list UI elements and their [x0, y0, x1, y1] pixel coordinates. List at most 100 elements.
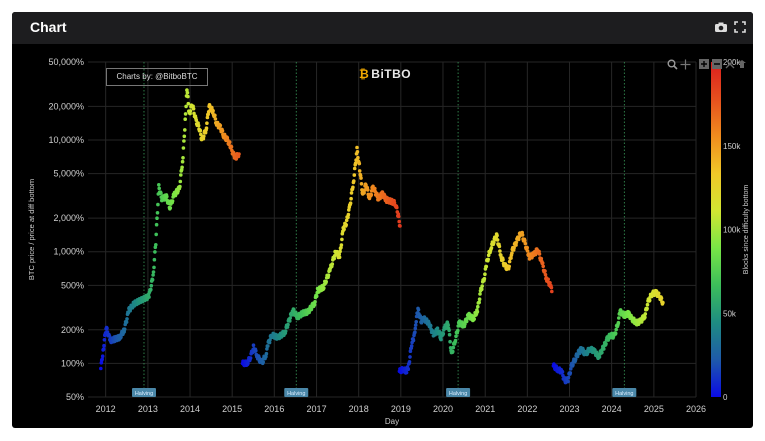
data-point [356, 155, 360, 160]
data-point [510, 251, 514, 255]
data-point [497, 244, 502, 249]
y-tick-label: 2,000% [53, 213, 84, 223]
data-point [571, 363, 575, 367]
data-point [454, 334, 458, 339]
data-point [509, 256, 513, 260]
y-tick-label: 50% [66, 392, 84, 402]
data-point [560, 370, 565, 374]
data-point [407, 360, 412, 364]
y-tick-label: 50,000% [48, 57, 84, 67]
data-point [501, 257, 505, 262]
data-point [447, 332, 452, 337]
halving-badge [612, 388, 637, 397]
data-point [351, 185, 355, 190]
x-tick-label: 2020 [433, 404, 453, 414]
data-point [453, 338, 458, 343]
data-point [178, 184, 182, 189]
data-point [264, 354, 268, 359]
data-point [119, 335, 123, 339]
data-point [288, 316, 293, 320]
data-point [448, 339, 452, 344]
data-point [482, 276, 487, 281]
data-point [159, 191, 163, 195]
data-point [337, 255, 342, 260]
data-point [179, 173, 183, 177]
data-point [337, 252, 342, 257]
data-point [540, 261, 545, 265]
data-point [322, 286, 326, 290]
data-point [149, 287, 153, 292]
data-point [246, 361, 250, 366]
data-point [349, 191, 354, 195]
data-point [267, 340, 272, 345]
data-point [659, 296, 664, 301]
fullscreen-icon[interactable] [733, 20, 747, 34]
x-tick-label: 2021 [475, 404, 495, 414]
data-point [268, 338, 272, 342]
data-point [326, 273, 331, 278]
data-point [122, 327, 127, 332]
colorbar-title: Blocks since difficulty bottom [743, 185, 750, 275]
data-point [661, 300, 665, 305]
x-tick-label: 2024 [602, 404, 622, 414]
data-point [205, 121, 209, 125]
data-point [353, 161, 358, 166]
data-point [489, 246, 494, 250]
data-point [463, 322, 467, 326]
data-point [495, 238, 500, 242]
data-point [475, 310, 480, 314]
data-point [198, 128, 203, 133]
data-point [186, 101, 191, 106]
data-point [409, 344, 414, 348]
data-point [451, 345, 456, 350]
title-bar: Chart [12, 12, 753, 44]
data-point [602, 347, 606, 351]
data-point [525, 249, 530, 253]
data-point [251, 343, 256, 348]
data-point [185, 90, 190, 95]
chart-credit: Charts by: @BitboBTC [106, 68, 208, 86]
y-tick-label: 100% [61, 358, 84, 368]
chart-area: Halving Halving Halving Halving 50% 100% 200% 5… [27, 57, 750, 426]
data-point [168, 206, 173, 210]
data-point [357, 161, 362, 166]
data-point [543, 269, 547, 273]
data-point [100, 354, 105, 359]
data-point [165, 194, 169, 199]
data-point [359, 182, 364, 186]
data-point [181, 156, 185, 160]
y-tick-label: 500% [61, 280, 84, 290]
data-point [248, 356, 253, 360]
data-point [362, 191, 366, 195]
data-point [656, 291, 661, 296]
data-point [541, 264, 545, 269]
data-point [507, 264, 512, 269]
data-point [416, 308, 421, 312]
data-point [550, 289, 554, 294]
data-point [213, 113, 217, 118]
data-point [339, 243, 344, 247]
y-tick-label: 5,000% [53, 169, 84, 179]
data-point [621, 310, 625, 314]
data-point [182, 139, 186, 143]
data-point [614, 327, 618, 332]
data-point [645, 302, 650, 307]
data-point [507, 259, 512, 264]
data-point [349, 196, 353, 201]
data-point [568, 371, 573, 375]
data-point [359, 176, 363, 180]
data-point [645, 306, 649, 311]
window-title: Chart [30, 19, 67, 35]
data-point [124, 320, 129, 324]
data-point [465, 316, 470, 321]
data-point [366, 188, 370, 192]
data-point [150, 278, 155, 282]
data-point [604, 342, 608, 346]
data-point [183, 128, 187, 132]
data-point [525, 245, 529, 250]
x-tick-label: 2025 [644, 404, 664, 414]
data-point [229, 145, 234, 149]
colorbar-tick-label: 100k [723, 226, 741, 235]
camera-icon[interactable] [714, 20, 728, 34]
data-point [266, 344, 270, 348]
